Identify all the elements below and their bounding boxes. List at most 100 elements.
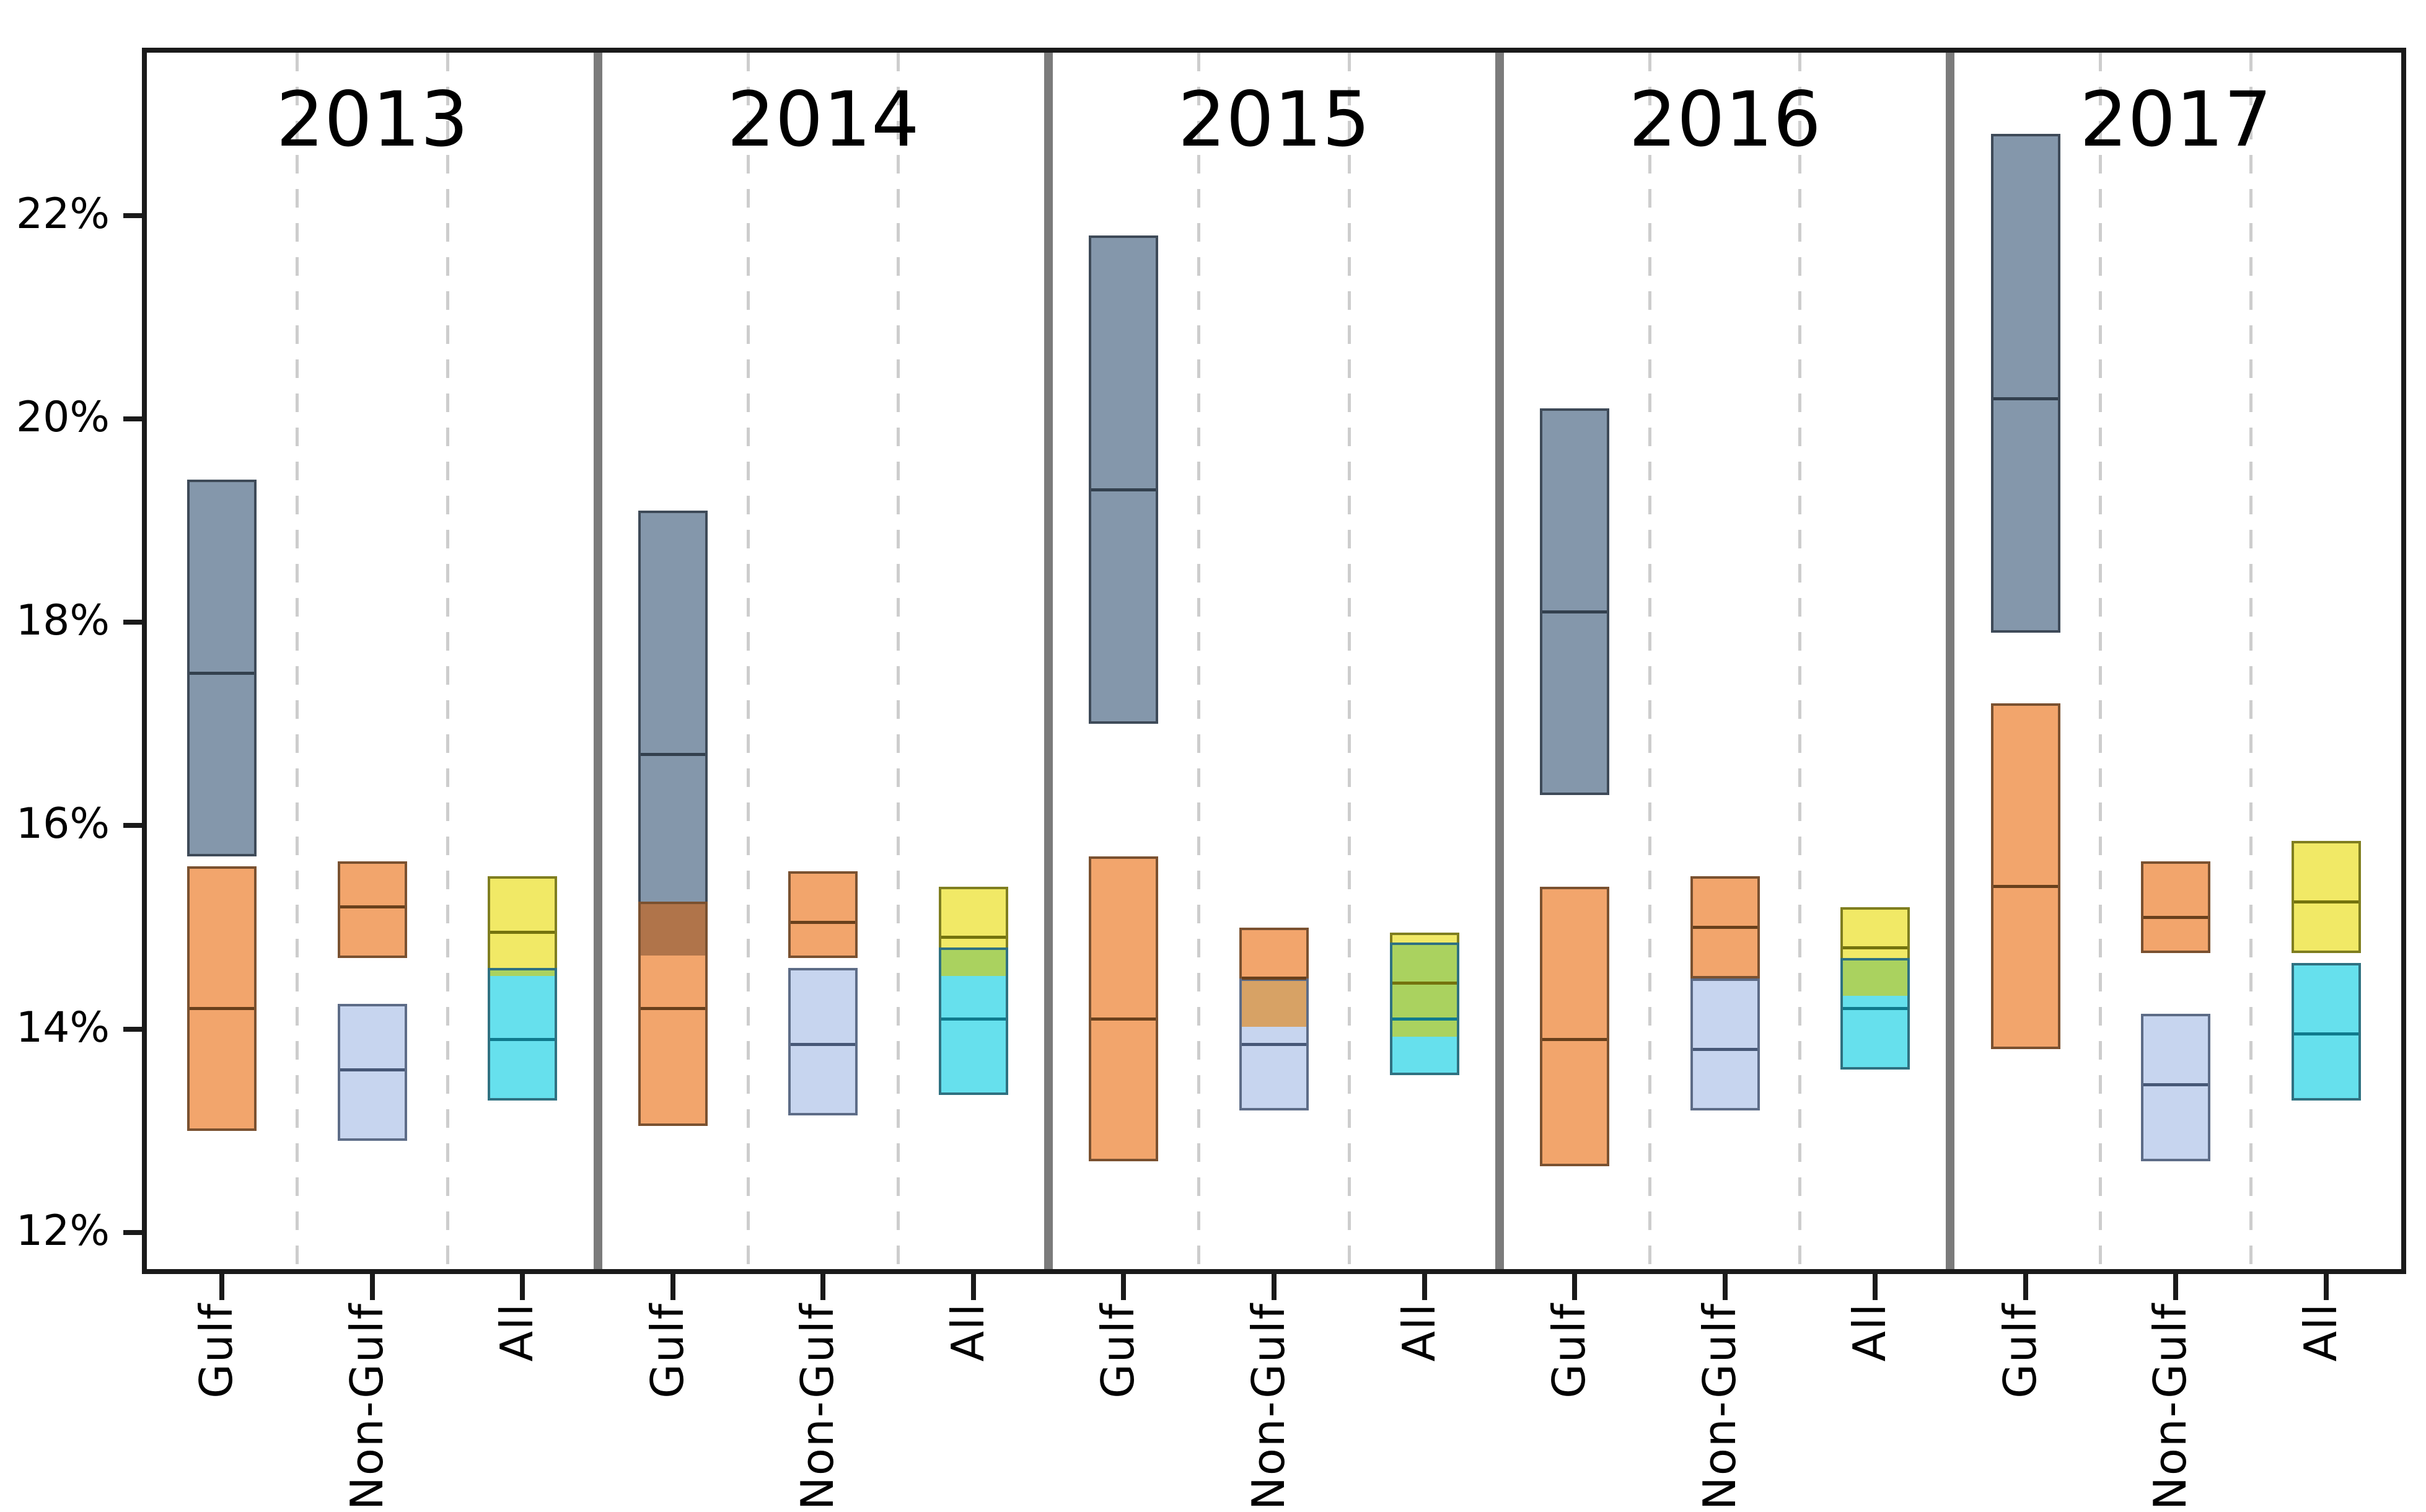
median-line-orange (340, 905, 405, 909)
x-axis-tick-label: All (1392, 1303, 1445, 1362)
x-axis-tick-label: Gulf (190, 1303, 243, 1399)
x-axis-tick (820, 1274, 826, 1300)
x-axis-tick-label: Gulf (1993, 1303, 2046, 1399)
panel-divider (1946, 53, 1955, 1269)
overlap-region-yellow_cyan (941, 950, 1006, 976)
y-axis-tick-label: 18% (15, 596, 110, 646)
panel-title-year: 2015 (1177, 76, 1371, 164)
median-line-orange (1542, 1037, 1607, 1041)
range-box-orange (1540, 886, 1610, 1167)
overlap-region-yellow_cyan (1392, 945, 1457, 1037)
x-axis-tick-label: Non-Gulf (791, 1303, 844, 1510)
panel-title-year: 2017 (2079, 76, 2272, 164)
median-line-orange (791, 920, 856, 924)
median-line-orange (2143, 915, 2208, 919)
y-axis-tick (123, 823, 147, 829)
range-box-cyan (2291, 962, 2361, 1101)
median-line-orange (1242, 977, 1306, 980)
x-axis-tick (1422, 1274, 1427, 1300)
median-line-orange (1692, 926, 1757, 930)
dashed-gridline (1798, 53, 1802, 1269)
range-box-slate (1540, 408, 1610, 796)
median-line-slate (1542, 610, 1607, 614)
range-box-cyan (488, 968, 558, 1101)
panel-title-year: 2014 (727, 76, 920, 164)
overlap-region-yellow_cyan (490, 970, 555, 976)
median-line-slate (190, 671, 255, 675)
x-axis-tick-label: All (941, 1303, 994, 1362)
range-box-orange (2141, 861, 2211, 953)
median-line-slate (1993, 397, 2058, 400)
range-box-lavender (2141, 1014, 2211, 1162)
median-line-yellow (941, 936, 1006, 939)
y-axis-tick (123, 213, 147, 218)
median-line-slate (1091, 488, 1156, 492)
x-axis-tick-label: Gulf (1543, 1303, 1596, 1399)
median-line-orange (1091, 1017, 1156, 1021)
panel-title-year: 2013 (276, 76, 469, 164)
range-box-orange (1990, 703, 2060, 1050)
x-axis-tick (1572, 1274, 1578, 1300)
range-box-slate (187, 480, 257, 856)
panel-divider (1044, 53, 1053, 1269)
panel-divider (593, 53, 602, 1269)
x-axis-tick-label: Non-Gulf (1242, 1303, 1294, 1510)
range-box-slate (1089, 235, 1159, 724)
median-line-cyan (490, 1037, 555, 1041)
range-box-lavender (337, 1003, 407, 1141)
median-line-lavender (1242, 1042, 1306, 1046)
median-line-orange (190, 1007, 255, 1011)
median-line-lavender (1692, 1047, 1757, 1051)
median-line-yellow (1843, 946, 1908, 949)
dashed-gridline (897, 53, 900, 1269)
range-box-yellow (2291, 841, 2361, 953)
y-axis-tick-label: 14% (15, 1003, 110, 1052)
dashed-gridline (446, 53, 449, 1269)
median-line-cyan (941, 1017, 1006, 1021)
median-line-cyan (1392, 1017, 1457, 1021)
dashed-gridline (1648, 53, 1651, 1269)
y-axis-tick-label: 12% (15, 1206, 110, 1255)
x-axis-tick-label: Non-Gulf (1693, 1303, 1746, 1510)
y-axis-tick-label: 20% (15, 392, 110, 442)
dashed-gridline (1197, 53, 1201, 1269)
median-line-yellow (490, 931, 555, 934)
x-axis-tick (520, 1274, 525, 1300)
range-box-orange (1089, 856, 1159, 1162)
range-box-slate (1990, 134, 2060, 633)
median-line-yellow (2293, 900, 2358, 903)
x-axis-tick (670, 1274, 675, 1300)
range-box-yellow (488, 876, 558, 978)
x-axis-tick-label: All (491, 1303, 543, 1362)
dashed-gridline (746, 53, 750, 1269)
x-axis-tick (1121, 1274, 1127, 1300)
range-box-orange (337, 861, 407, 958)
median-line-orange (640, 1007, 705, 1011)
x-axis-tick (219, 1274, 225, 1300)
dashed-gridline (2249, 53, 2252, 1269)
range-box-lavender (1690, 978, 1760, 1110)
y-axis-tick (123, 416, 147, 421)
median-line-lavender (2143, 1083, 2208, 1087)
dashed-gridline (2099, 53, 2103, 1269)
panel-title-year: 2016 (1628, 76, 1821, 164)
x-axis-tick-label: All (1844, 1303, 1896, 1362)
median-line-cyan (1843, 1007, 1908, 1011)
x-axis-tick (2173, 1274, 2179, 1300)
range-box-orange (788, 871, 858, 958)
x-axis-tick-label: Non-Gulf (340, 1303, 393, 1510)
dashed-gridline (1347, 53, 1351, 1269)
median-line-orange (1993, 885, 2058, 889)
x-axis-tick (1873, 1274, 1878, 1300)
x-axis-tick (2023, 1274, 2028, 1300)
x-axis-tick (970, 1274, 976, 1300)
y-axis-tick (123, 1229, 147, 1235)
overlap-region-yellow_cyan (1843, 960, 1908, 996)
x-axis-tick-label: Gulf (1092, 1303, 1145, 1399)
x-axis-tick (369, 1274, 375, 1300)
range-box-slate (638, 510, 708, 958)
x-axis-tick-label: All (2294, 1303, 2347, 1362)
range-box-lavender (788, 968, 858, 1116)
median-line-cyan (2293, 1032, 2358, 1036)
